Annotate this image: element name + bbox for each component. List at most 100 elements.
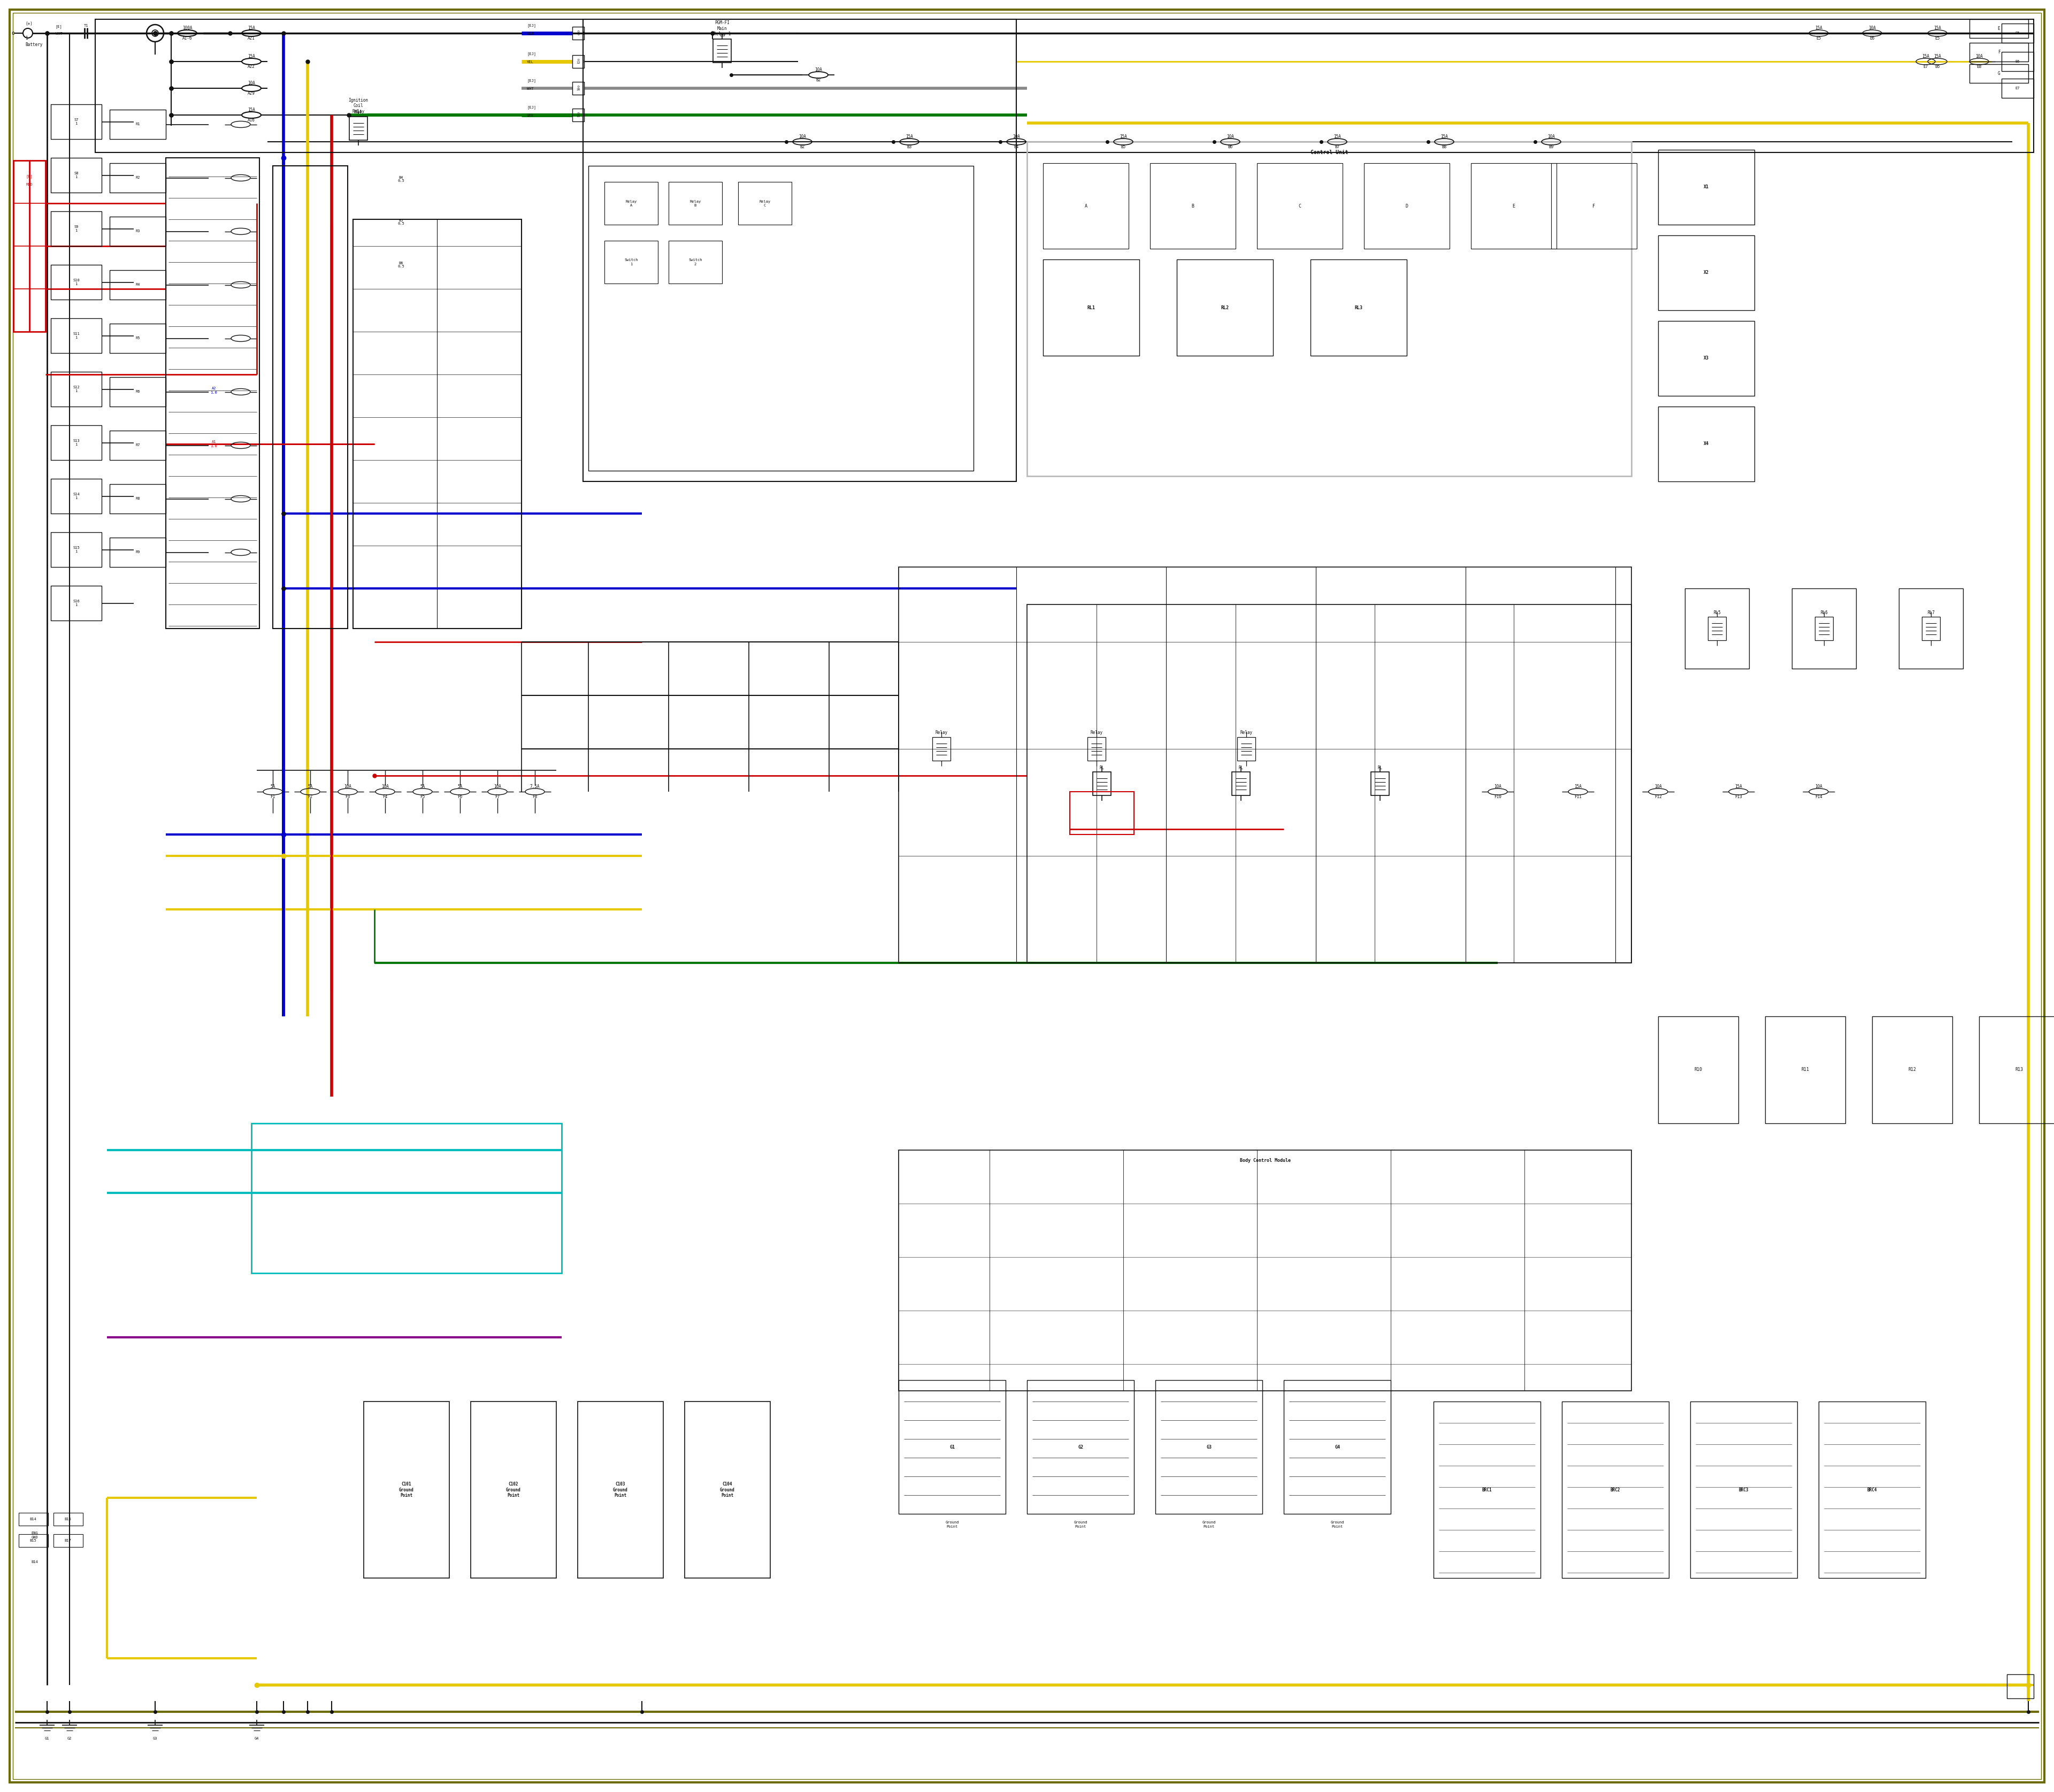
Text: F6: F6 — [458, 794, 462, 799]
Bar — [349, 116, 368, 140]
Text: C104
Ground
Point: C104 Ground Point — [721, 1482, 735, 1498]
Text: Switch
2: Switch 2 — [688, 258, 702, 265]
Text: Switch
1: Switch 1 — [624, 258, 639, 265]
Text: 15A: 15A — [249, 25, 255, 30]
Text: Relay
A: Relay A — [626, 199, 637, 206]
Text: D
20: D 20 — [577, 86, 579, 91]
Text: C: C — [1298, 204, 1300, 208]
Text: E5: E5 — [2015, 32, 2019, 34]
Bar — [51, 371, 101, 407]
Text: B14: B14 — [29, 1518, 37, 1521]
Bar — [583, 20, 1017, 482]
Text: Body Control Module: Body Control Module — [1241, 1158, 1290, 1163]
Text: E5: E5 — [1935, 36, 1939, 41]
Text: F2: F2 — [308, 794, 312, 799]
Text: F11: F11 — [1573, 794, 1582, 799]
Text: S16
1: S16 1 — [72, 600, 80, 607]
Bar — [1970, 43, 2027, 61]
Bar — [1658, 321, 1754, 396]
Text: [EJ]: [EJ] — [528, 106, 536, 109]
Text: Ground
Point: Ground Point — [1202, 1521, 1216, 1529]
Bar — [109, 376, 166, 407]
Bar — [1658, 235, 1754, 310]
Text: G: G — [1999, 72, 2001, 75]
Bar — [670, 240, 723, 283]
Text: B15: B15 — [29, 1539, 37, 1543]
Bar — [1658, 407, 1754, 482]
Bar — [900, 1150, 1631, 1391]
Text: T1: T1 — [84, 23, 88, 27]
Text: F4: F4 — [382, 794, 388, 799]
Bar — [2007, 1674, 2033, 1699]
Text: Relay: Relay — [1241, 731, 1253, 735]
Text: 15A: 15A — [1333, 134, 1341, 140]
Text: 10A: 10A — [1869, 25, 1875, 30]
Bar — [1027, 604, 1631, 962]
Bar — [18, 1534, 47, 1546]
Text: YEL: YEL — [528, 61, 534, 65]
Text: B2: B2 — [815, 77, 822, 82]
Bar — [51, 158, 101, 192]
Text: B6: B6 — [1228, 145, 1232, 149]
Bar — [1970, 20, 2027, 38]
Text: 100A: 100A — [183, 25, 193, 30]
Text: 15A: 15A — [1573, 785, 1582, 788]
Text: BRC2: BRC2 — [1610, 1487, 1621, 1493]
Text: 15A: 15A — [1440, 134, 1448, 140]
Bar — [1684, 588, 1750, 668]
Text: R12: R12 — [1908, 1068, 1916, 1072]
Text: A29: A29 — [249, 91, 255, 95]
Text: R9: R9 — [136, 550, 140, 554]
Text: RL: RL — [1239, 765, 1243, 771]
Text: Ground
Point: Ground Point — [945, 1521, 959, 1529]
Bar — [1818, 1401, 1927, 1579]
Bar — [1237, 737, 1255, 760]
Text: B: B — [1191, 204, 1193, 208]
Text: G3: G3 — [1206, 1444, 1212, 1450]
Bar — [1658, 151, 1754, 224]
Text: 5A: 5A — [271, 785, 275, 788]
Text: (+): (+) — [25, 22, 33, 25]
Bar — [109, 163, 166, 192]
Bar — [604, 181, 657, 224]
Bar — [353, 219, 522, 629]
Text: S11
1: S11 1 — [72, 332, 80, 339]
Text: A1-6: A1-6 — [183, 36, 193, 41]
Text: 10A: 10A — [799, 134, 805, 140]
Text: Relay: Relay — [1091, 731, 1103, 735]
Text: R3: R3 — [136, 229, 140, 233]
Text: RL2: RL2 — [1220, 305, 1228, 310]
Bar — [51, 586, 101, 620]
Bar — [51, 104, 101, 140]
Bar — [1561, 1401, 1668, 1579]
Bar — [1871, 1016, 1953, 1124]
Text: RL3: RL3 — [1356, 305, 1362, 310]
Text: D
12: D 12 — [577, 59, 579, 65]
Text: F: F — [1592, 204, 1596, 208]
Text: E6: E6 — [1935, 65, 1939, 70]
Bar — [1370, 772, 1389, 796]
Text: RED: RED — [27, 183, 33, 186]
Text: F8: F8 — [532, 794, 538, 799]
Text: R11: R11 — [1801, 1068, 1810, 1072]
Text: BRC3: BRC3 — [1740, 1487, 1748, 1493]
Text: [E]: [E] — [55, 25, 62, 29]
Bar — [1816, 616, 1832, 640]
Text: A1
1.0: A1 1.0 — [212, 441, 218, 448]
Text: E: E — [1512, 204, 1516, 208]
Bar — [109, 109, 166, 140]
Text: R10: R10 — [1695, 1068, 1703, 1072]
Text: B5: B5 — [1121, 145, 1126, 149]
Text: 10A: 10A — [1816, 785, 1822, 788]
Text: B2: B2 — [799, 145, 805, 149]
Bar — [577, 1401, 663, 1579]
Bar — [1923, 616, 1941, 640]
Bar — [684, 1401, 770, 1579]
Text: ENG
GND: ENG GND — [31, 1532, 39, 1539]
Bar — [573, 82, 583, 95]
Text: X2: X2 — [1703, 271, 1709, 276]
Text: A: A — [1085, 204, 1087, 208]
Bar — [273, 167, 347, 629]
Bar — [670, 181, 723, 224]
Text: [EJ]: [EJ] — [528, 52, 536, 56]
